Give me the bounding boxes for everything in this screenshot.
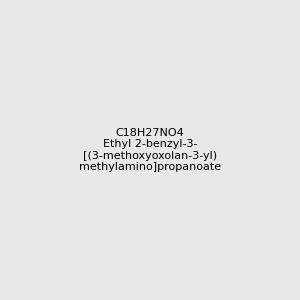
Text: C18H27NO4
Ethyl 2-benzyl-3-
[(3-methoxyoxolan-3-yl)
methylamino]propanoate: C18H27NO4 Ethyl 2-benzyl-3- [(3-methoxyo…: [79, 128, 221, 172]
